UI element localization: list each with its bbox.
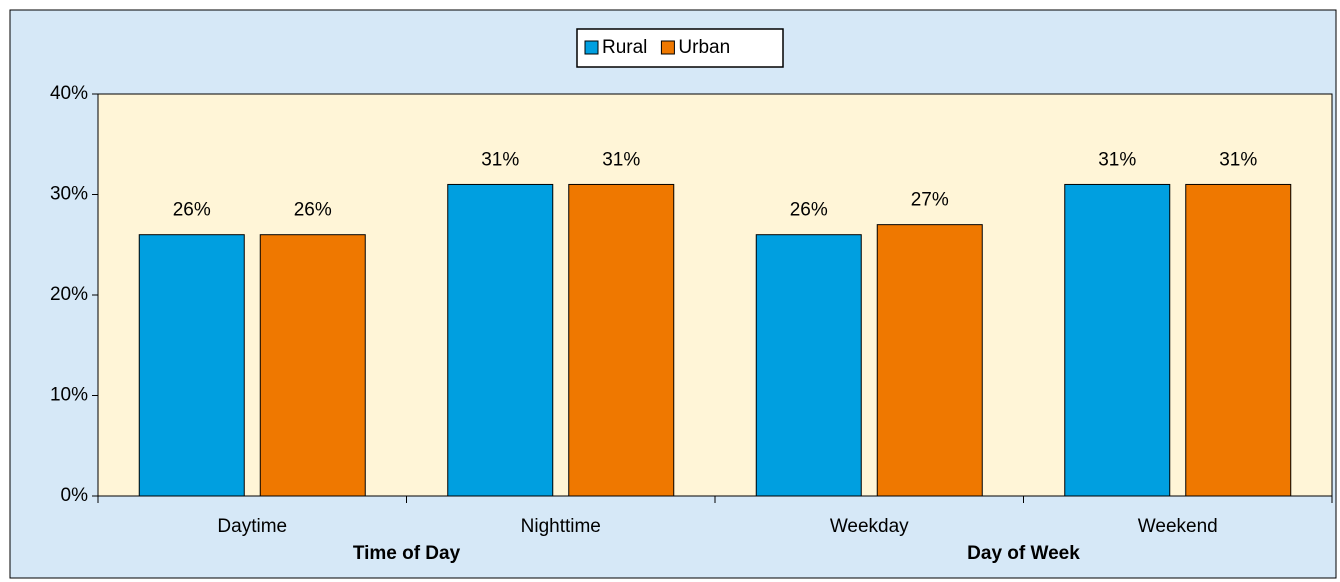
data-label: 31% (1098, 149, 1136, 170)
data-label: 31% (602, 149, 640, 170)
legend-swatch (660, 40, 675, 55)
y-tick-label: 20% (50, 284, 88, 305)
bar (568, 183, 675, 497)
x-tick-label: Weekday (830, 516, 909, 537)
data-label: 26% (173, 200, 211, 221)
legend (576, 28, 784, 68)
data-label: 27% (911, 190, 949, 211)
data-label: 26% (294, 200, 332, 221)
group-label: Time of Day (353, 543, 461, 564)
data-label: 26% (790, 200, 828, 221)
x-tick-label: Weekend (1138, 516, 1218, 537)
data-label: 31% (481, 149, 519, 170)
bar (259, 234, 366, 497)
legend-swatch (584, 40, 599, 55)
legend-label: Urban (678, 37, 730, 58)
y-tick-label: 0% (61, 485, 89, 506)
bar (1064, 183, 1171, 497)
bar (447, 183, 554, 497)
y-tick-label: 10% (50, 385, 88, 406)
bar (876, 224, 983, 497)
y-tick-label: 40% (50, 83, 88, 104)
bar (1185, 183, 1292, 497)
group-label: Day of Week (967, 543, 1080, 564)
x-tick-label: Nighttime (521, 516, 601, 537)
bar (138, 234, 245, 497)
y-tick-label: 30% (50, 184, 88, 205)
bar (755, 234, 862, 497)
data-label: 31% (1219, 149, 1257, 170)
legend-label: Rural (602, 37, 647, 58)
x-tick-label: Daytime (217, 516, 287, 537)
